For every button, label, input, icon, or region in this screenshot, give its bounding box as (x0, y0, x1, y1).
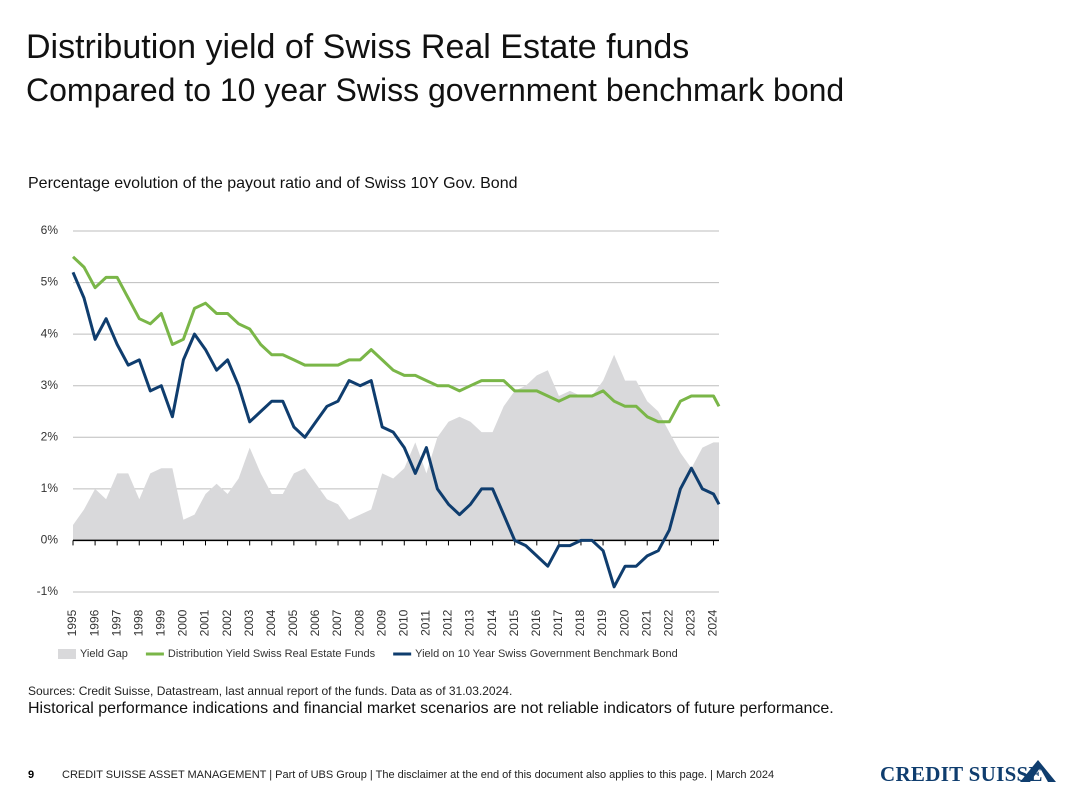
x-tick-label: 2017 (551, 609, 565, 636)
x-tick-label: 2011 (419, 610, 433, 636)
y-tick-label: 0% (41, 533, 59, 547)
legend-label: Distribution Yield Swiss Real Estate Fun… (168, 648, 376, 660)
x-tick-label: 1999 (154, 609, 168, 636)
y-tick-label: 3% (41, 378, 59, 392)
subtitle: Compared to 10 year Swiss government ben… (26, 72, 845, 108)
legend-label: Yield Gap (80, 648, 128, 660)
x-tick-label: 2008 (352, 609, 366, 636)
line (71, 271, 721, 589)
x-tick-label: 2009 (374, 609, 388, 636)
x-tick-label: 2006 (308, 609, 322, 636)
x-tick-label: 2019 (595, 609, 609, 636)
area (73, 354, 719, 541)
legend-label: Yield on 10 Year Swiss Government Benchm… (415, 648, 678, 660)
page-number: 9 (28, 769, 35, 781)
y-tick-label: 6% (41, 223, 59, 237)
x-tick-label: 2003 (242, 609, 256, 636)
x-tick-label: 1998 (131, 609, 145, 636)
x-tick-label: 2024 (706, 609, 720, 636)
x-tick-label: 2013 (463, 609, 477, 636)
x-tick-label: 1997 (109, 609, 123, 636)
x-tick-label: 2023 (684, 609, 698, 636)
x-tick-label: 2018 (573, 609, 587, 636)
x-tick-label: 2005 (286, 609, 300, 636)
x-tick-label: 2014 (485, 609, 499, 636)
x-tick-label: 2000 (176, 609, 190, 636)
x-tick-label: 2004 (264, 609, 278, 636)
y-tick-label: -1% (37, 584, 59, 598)
logo-sail (1020, 760, 1056, 782)
line (71, 255, 721, 424)
x-tick-label: 2002 (220, 609, 234, 636)
y-tick-label: 5% (41, 275, 59, 289)
x-tick-label: 2015 (507, 609, 521, 636)
footer-text: CREDIT SUISSE ASSET MANAGEMENT | Part of… (62, 769, 775, 781)
x-tick-label: 2007 (330, 609, 344, 636)
x-tick-label: 2022 (661, 609, 675, 636)
x-tick-label: 2016 (529, 609, 543, 636)
x-tick-label: 2001 (198, 609, 212, 636)
chart: -1% 0% 1% 2% 3% 4% 5% 6% 1995 1996 1997 1998 1999 200… (37, 223, 721, 660)
logo: CREDIT SUISSE (880, 762, 1043, 786)
x-tick-label: 1996 (87, 609, 101, 636)
y-tick-label: 4% (41, 326, 59, 340)
x-tick-label: 2020 (617, 609, 631, 636)
sources: Sources: Credit Suisse, Datastream, last… (28, 684, 513, 698)
x-tick-label: 1995 (65, 609, 79, 636)
legend-swatch (58, 649, 76, 659)
x-tick-label: 2021 (639, 609, 653, 636)
chart-title: Percentage evolution of the payout ratio… (28, 175, 518, 192)
disclaimer: Historical performance indications and f… (28, 700, 834, 717)
x-tick-label: 2012 (441, 609, 455, 636)
y-tick-label: 1% (41, 481, 59, 495)
y-tick-label: 2% (41, 429, 59, 443)
x-tick-label: 2010 (396, 609, 410, 636)
title: Distribution yield of Swiss Real Estate … (26, 28, 690, 66)
